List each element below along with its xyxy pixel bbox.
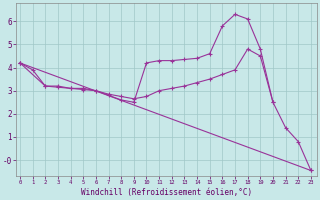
X-axis label: Windchill (Refroidissement éolien,°C): Windchill (Refroidissement éolien,°C) <box>81 188 252 197</box>
